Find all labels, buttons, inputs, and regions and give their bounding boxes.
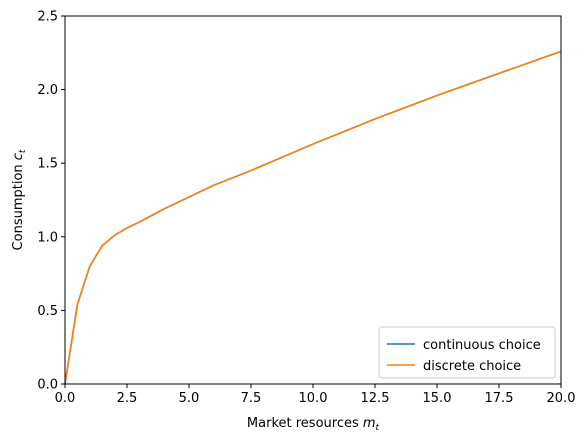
y-tick-label: 2.5 xyxy=(37,10,58,25)
series-layer xyxy=(64,50,562,385)
x-tick-label: 15.0 xyxy=(423,391,452,406)
legend-label-continuous: continuous choice xyxy=(423,338,541,353)
x-tick-label: 12.5 xyxy=(361,391,390,406)
y-tick-label: 2.0 xyxy=(37,83,58,98)
y-tick-label: 0.0 xyxy=(37,378,58,393)
x-axis-label: Market resources mt xyxy=(247,416,380,433)
series-line-discrete-choice xyxy=(64,50,562,385)
legend: continuous choice discrete choice xyxy=(378,326,556,379)
y-axis-label: Consumption ct xyxy=(11,149,28,250)
ticks-layer: 0.0 2.5 5.0 7.5 10.0 12.5 15.0 17.5 20.0 0.0 0.5 1.… xyxy=(37,10,575,407)
x-tick-label: 20.0 xyxy=(547,391,576,406)
y-tick-label: 0.5 xyxy=(37,304,58,319)
x-tick-label: 5.0 xyxy=(179,391,200,406)
x-tick-label: 10.0 xyxy=(299,391,328,406)
y-tick-label: 1.0 xyxy=(37,230,58,245)
x-tick-label: 17.5 xyxy=(485,391,514,406)
y-tick-label: 1.5 xyxy=(37,157,58,172)
x-tick-label: 2.5 xyxy=(117,391,138,406)
x-tick-label: 7.5 xyxy=(241,391,262,406)
legend-box xyxy=(378,326,556,379)
x-tick-label: 0.0 xyxy=(55,391,76,406)
legend-label-discrete: discrete choice xyxy=(423,359,521,374)
